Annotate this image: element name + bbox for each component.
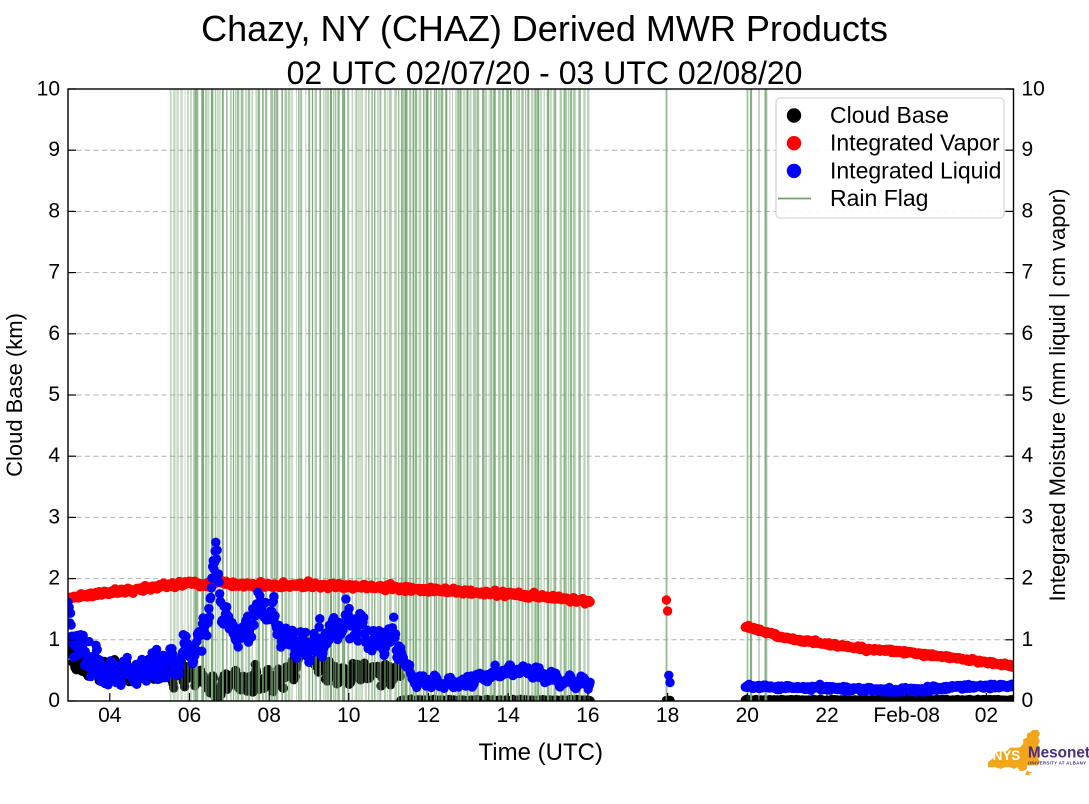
svg-text:18: 18 <box>656 704 679 727</box>
svg-text:4: 4 <box>1022 444 1034 467</box>
svg-text:Integrated Moisture (mm liquid: Integrated Moisture (mm liquid | cm vapo… <box>1045 189 1070 602</box>
svg-text:5: 5 <box>1022 383 1034 406</box>
svg-text:Rain Flag: Rain Flag <box>830 185 928 211</box>
svg-text:0: 0 <box>48 689 60 712</box>
svg-text:Time (UTC): Time (UTC) <box>479 739 603 766</box>
svg-text:1: 1 <box>48 628 60 651</box>
svg-text:9: 9 <box>1022 138 1034 161</box>
svg-text:02: 02 <box>975 704 998 727</box>
svg-text:Feb-08: Feb-08 <box>873 704 940 727</box>
svg-text:08: 08 <box>258 704 281 727</box>
svg-text:4: 4 <box>48 444 60 467</box>
svg-text:10: 10 <box>37 78 60 101</box>
svg-text:14: 14 <box>497 704 521 727</box>
svg-text:10: 10 <box>337 704 360 727</box>
svg-text:2: 2 <box>48 567 60 590</box>
svg-text:3: 3 <box>48 505 60 528</box>
svg-text:1: 1 <box>1022 628 1034 651</box>
svg-text:6: 6 <box>48 322 60 345</box>
svg-text:04: 04 <box>98 704 122 727</box>
svg-text:Cloud Base (km): Cloud Base (km) <box>2 313 27 477</box>
svg-text:Mesonet: Mesonet <box>1028 744 1089 761</box>
svg-text:06: 06 <box>178 704 201 727</box>
svg-text:5: 5 <box>48 383 60 406</box>
svg-text:0: 0 <box>1022 689 1034 712</box>
svg-text:3: 3 <box>1022 505 1034 528</box>
svg-text:6: 6 <box>1022 322 1034 345</box>
svg-text:NYS: NYS <box>993 748 1021 763</box>
svg-text:16: 16 <box>576 704 599 727</box>
svg-text:Cloud Base: Cloud Base <box>830 102 949 128</box>
svg-text:10: 10 <box>1022 78 1045 101</box>
svg-text:7: 7 <box>1022 261 1034 284</box>
svg-text:2: 2 <box>1022 567 1034 590</box>
svg-text:8: 8 <box>48 199 60 222</box>
svg-text:8: 8 <box>1022 199 1034 222</box>
svg-text:7: 7 <box>48 261 60 284</box>
svg-text:Integrated Vapor: Integrated Vapor <box>830 130 1000 156</box>
svg-text:12: 12 <box>417 704 440 727</box>
svg-text:22: 22 <box>815 704 838 727</box>
svg-text:20: 20 <box>736 704 759 727</box>
svg-text:9: 9 <box>48 138 60 161</box>
svg-text:UNIVERSITY AT ALBANY: UNIVERSITY AT ALBANY <box>1028 760 1087 765</box>
svg-text:Integrated Liquid: Integrated Liquid <box>830 157 1001 183</box>
